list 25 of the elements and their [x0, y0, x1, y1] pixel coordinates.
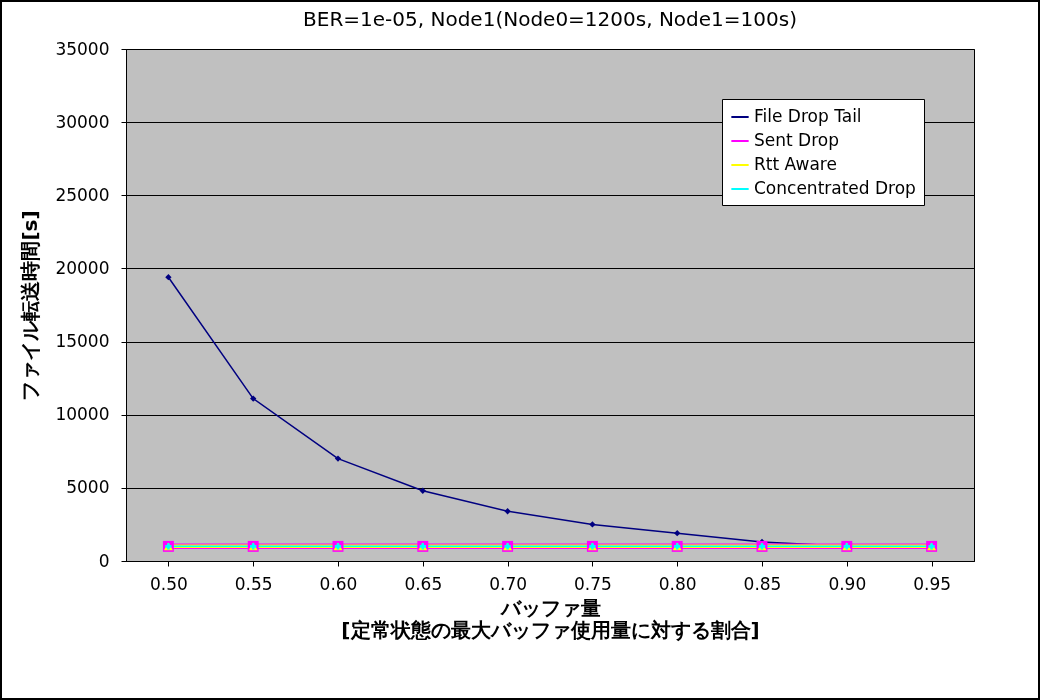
x-tick-label: 0.60: [319, 573, 358, 594]
x-tick-label: 0.65: [404, 573, 443, 594]
x-tick-label: 0.85: [743, 573, 782, 594]
y-tick-label: 30000: [55, 111, 110, 132]
y-tick-label: 0: [98, 550, 110, 571]
x-tick-label: 0.55: [234, 573, 273, 594]
x-tick-label: 0.50: [149, 573, 188, 594]
x-tick-label: 0.75: [573, 573, 612, 594]
y-tick-label: 5000: [66, 477, 110, 498]
y-tick-label: 20000: [55, 257, 110, 278]
x-tick-label: 0.80: [658, 573, 697, 594]
legend-label: File Drop Tail: [754, 106, 862, 126]
legend-label: Sent Drop: [754, 130, 839, 150]
y-tick-label: 25000: [55, 184, 110, 205]
x-tick-label: 0.70: [489, 573, 528, 594]
legend-label: Concentrated Drop: [754, 178, 916, 198]
x-tick-label: 0.95: [913, 573, 952, 594]
y-tick-label: 15000: [55, 331, 110, 352]
y-tick-label: 10000: [55, 404, 110, 425]
y-tick-label: 35000: [55, 38, 110, 59]
x-tick-label: 0.90: [828, 573, 867, 594]
x-axis-title: バッファ量 [定常状態の最大バッファ使用量に対する割合]: [341, 595, 760, 642]
chart-title: BER=1e-05, Node1(Node0=1200s, Node1=100s): [303, 7, 797, 31]
legend-label: Rtt Aware: [754, 154, 837, 174]
y-axis-title: ファイル転送時間[s]: [18, 210, 43, 401]
